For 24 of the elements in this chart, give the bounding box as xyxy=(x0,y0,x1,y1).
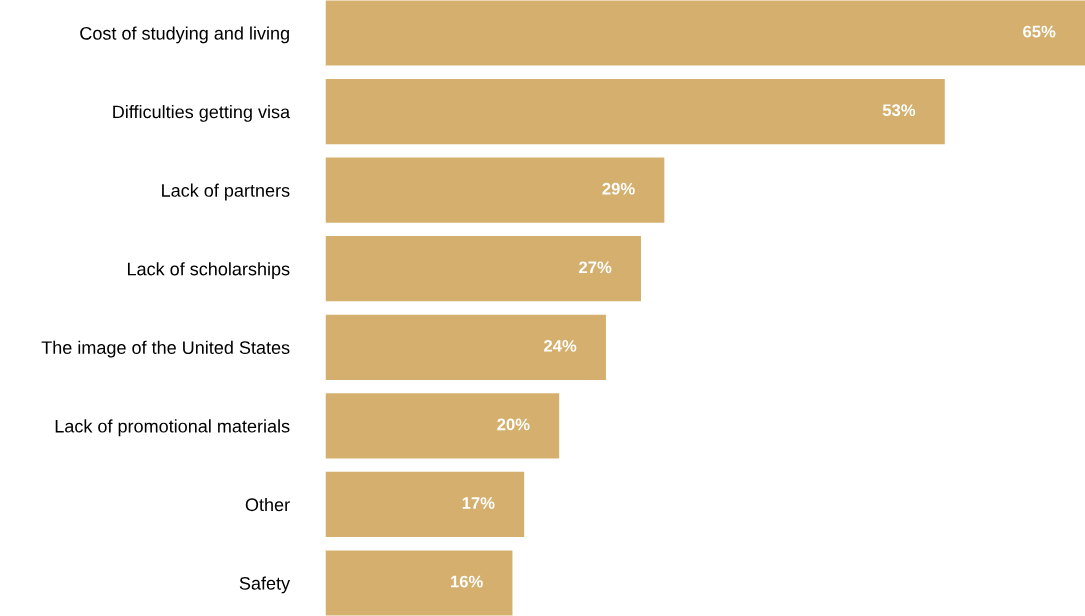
bar xyxy=(325,393,560,459)
y-tick-label: The image of the United States xyxy=(41,340,290,358)
y-tick-label: Other xyxy=(245,497,290,512)
data-label: 53% xyxy=(882,104,916,117)
data-label: 24% xyxy=(544,339,577,352)
data-label: 17% xyxy=(462,497,495,509)
bar xyxy=(325,0,1085,66)
bar xyxy=(325,550,513,616)
bar xyxy=(325,314,606,380)
y-tick-label: Lack of promotional materials xyxy=(55,419,290,437)
y-tick-label: Cost of studying and living xyxy=(80,26,289,44)
bar xyxy=(325,157,665,223)
bar xyxy=(325,236,641,302)
y-tick-label: Lack of partners xyxy=(162,183,290,201)
bar xyxy=(325,78,945,145)
bar xyxy=(325,471,525,538)
data-label: 29% xyxy=(602,182,635,195)
y-tick-label: Safety xyxy=(239,576,291,594)
data-label: 20% xyxy=(497,418,530,431)
data-label: 16% xyxy=(451,575,483,588)
data-label: 27% xyxy=(579,261,612,274)
data-label: 65% xyxy=(1023,25,1056,38)
y-tick-label: Lack of scholarships xyxy=(127,262,290,279)
y-tick-label: Difficulties getting visa xyxy=(113,105,291,122)
